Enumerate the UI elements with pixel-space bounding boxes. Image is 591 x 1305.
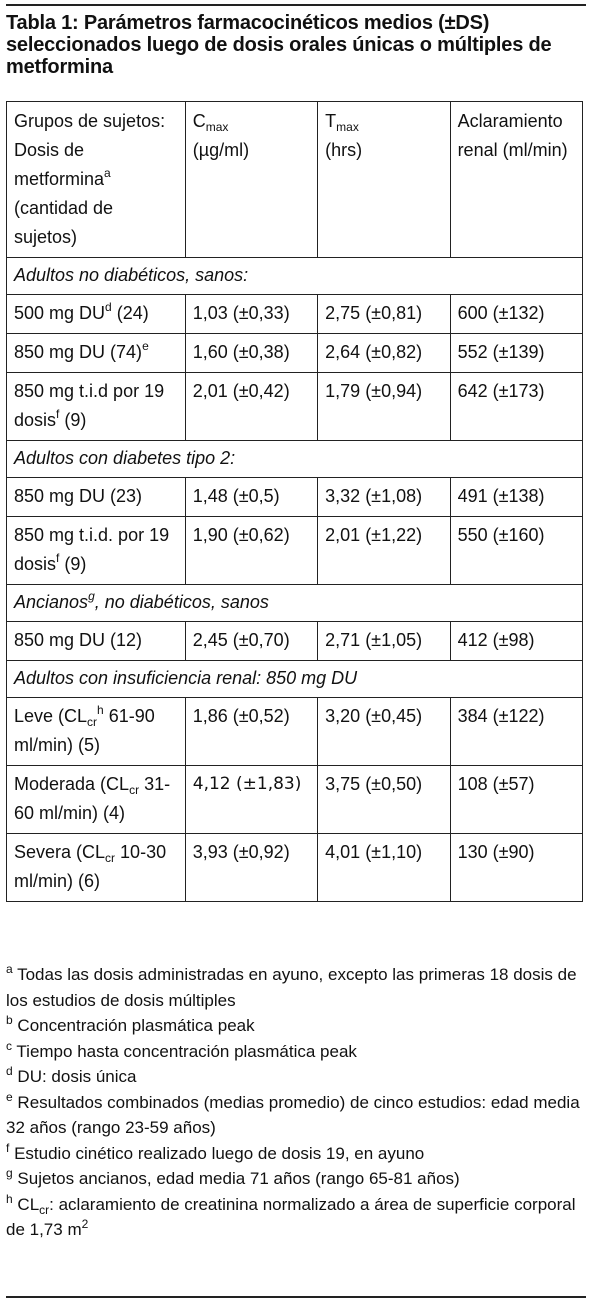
section-row: Adultos con insuficiencia renal: 850 mg … [6,660,583,698]
cell-cmax: 3,93 (±0,92) [184,833,319,902]
footnote-c: c Tiempo hasta concentración plasmática … [6,1038,357,1061]
section-elderly: Ancianosg, no diabéticos, sanos [6,584,583,622]
cell-group: Leve (CLcrh 61-90 ml/min) (5) [6,697,186,766]
cell-group: 850 mg DU (74)e [6,333,186,373]
footnote-d: d DU: dosis única [6,1064,137,1086]
table-row: 850 mg DU (74)e 1,60 (±0,38) 2,64 (±0,82… [6,333,584,373]
table-row: Leve (CLcrh 61-90 ml/min) (5) 1,86 (±0,5… [6,697,584,766]
table-row: 850 mg DU (23) 1,48 (±0,5) 3,32 (±1,08) … [6,477,584,517]
cell-group: Severa (CLcr 10-30 ml/min) (6) [6,833,186,902]
footnote-e: e Resultados combinados (medias promedio… [6,1089,580,1138]
cell-cmax: 1,90 (±0,62) [184,516,319,585]
header-cmax: Cmax (µg/ml) [184,101,319,258]
cell-tmax: 3,32 (±1,08) [317,477,451,517]
header-groups: Grupos de sujetos: Dosis de metforminaa(… [6,101,186,258]
table-row: 500 mg DUd (24) 1,03 (±0,33) 2,75 (±0,81… [6,294,584,334]
cell-cmax: 1,03 (±0,33) [184,294,319,334]
cell-tmax: 2,64 (±0,82) [317,333,451,373]
header-row: Grupos de sujetos: Dosis de metforminaa(… [6,101,584,258]
cell-clearance: 600 (±132) [449,294,584,334]
footnote-h: h CLcr: aclaramiento de creatinina norma… [6,1191,576,1240]
table-row: 850 mg DU (12) 2,45 (±0,70) 2,71 (±1,05)… [6,621,584,661]
cell-clearance: 491 (±138) [449,477,584,517]
footnote-b: b Concentración plasmática peak [6,1013,255,1035]
cell-clearance: 130 (±90) [449,833,584,902]
table-row: Moderada (CLcr 31-60 ml/min) (4) 4,12 (±… [6,765,584,834]
section-row: Adultos no diabéticos, sanos: [6,257,583,295]
cell-tmax: 2,71 (±1,05) [317,621,451,661]
cell-cmax: 1,60 (±0,38) [184,333,319,373]
header-tmax: Tmax (hrs) [317,101,451,258]
bottom-rule [6,1296,586,1298]
cell-cmax: 4,12 (±1,83) [184,765,319,834]
cell-clearance: 412 (±98) [449,621,584,661]
cell-tmax: 1,79 (±0,94) [317,372,451,441]
footnotes: a Todas las dosis administradas en ayuno… [6,962,586,1243]
footnote-a: a Todas las dosis administradas en ayuno… [6,962,577,1010]
cell-cmax: 1,48 (±0,5) [184,477,319,517]
footnote-g: g Sujetos ancianos, edad media 71 años (… [6,1166,460,1188]
cell-clearance: 550 (±160) [449,516,584,585]
table-row: Severa (CLcr 10-30 ml/min) (6) 3,93 (±0,… [6,833,584,902]
cell-clearance: 642 (±173) [449,372,584,441]
cell-clearance: 384 (±122) [449,697,584,766]
section-renal-impairment: Adultos con insuficiencia renal: 850 mg … [6,660,583,698]
title-block: Tabla 1: Parámetros farmacocinéticos med… [6,4,586,78]
cell-cmax: 1,86 (±0,52) [184,697,319,766]
section-type2-diabetes: Adultos con diabetes tipo 2: [6,440,583,478]
cell-group: 850 mg t.i.d por 19 dosisf (9) [6,372,186,441]
cell-tmax: 2,01 (±1,22) [317,516,451,585]
cell-cmax: 2,45 (±0,70) [184,621,319,661]
footnote-f: f Estudio cinético realizado luego de do… [6,1140,425,1163]
cell-tmax: 3,75 (±0,50) [317,765,451,834]
cell-group: 850 mg DU (12) [6,621,186,661]
table-row: 850 mg t.i.d. por 19 dosisf (9) 1,90 (±0… [6,516,584,585]
cell-tmax: 2,75 (±0,81) [317,294,451,334]
cell-group: 500 mg DUd (24) [6,294,186,334]
cell-tmax: 4,01 (±1,10) [317,833,451,902]
pharmacokinetics-table: Grupos de sujetos: Dosis de metforminaa(… [6,101,584,902]
cell-clearance: 552 (±139) [449,333,584,373]
table-title: Tabla 1: Parámetros farmacocinéticos med… [6,12,552,78]
section-row: Adultos con diabetes tipo 2: [6,440,583,478]
table-row: 850 mg t.i.d por 19 dosisf (9) 2,01 (±0,… [6,372,584,441]
cell-group: Moderada (CLcr 31-60 ml/min) (4) [6,765,186,834]
cell-clearance: 108 (±57) [449,765,584,834]
section-healthy-adults: Adultos no diabéticos, sanos: [6,257,583,295]
header-clearance: Aclaramiento renal (ml/min) [449,101,584,258]
section-row: Ancianosg, no diabéticos, sanos [6,584,583,622]
cell-tmax: 3,20 (±0,45) [317,697,451,766]
cell-group: 850 mg DU (23) [6,477,186,517]
cell-group: 850 mg t.i.d. por 19 dosisf (9) [6,516,186,585]
cell-cmax: 2,01 (±0,42) [184,372,319,441]
